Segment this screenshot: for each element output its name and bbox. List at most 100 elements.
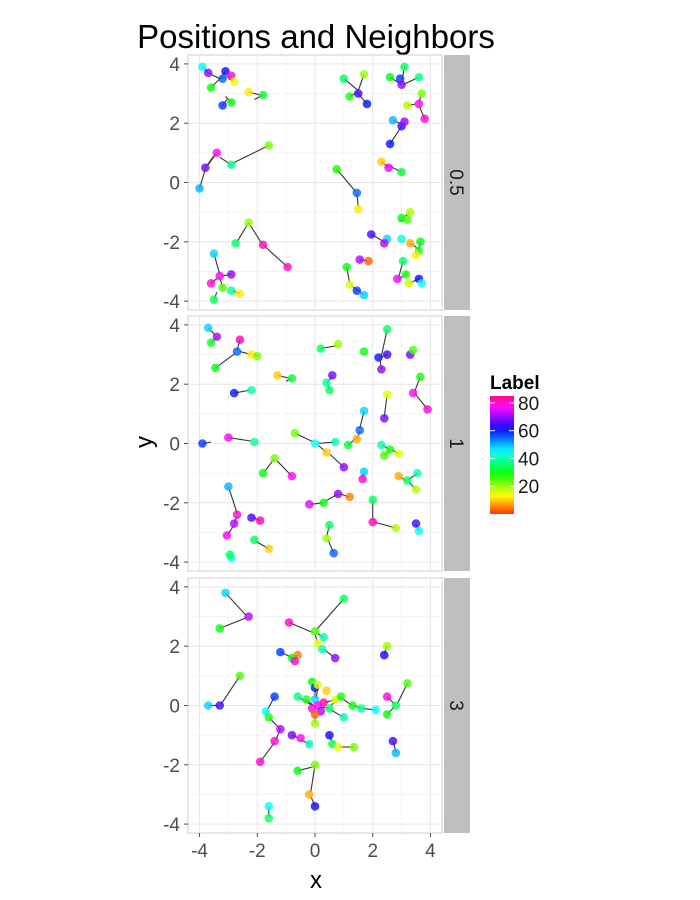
data-point <box>325 520 334 530</box>
data-point <box>310 760 320 770</box>
data-point <box>382 325 392 334</box>
data-point <box>325 385 334 395</box>
data-point <box>229 388 239 398</box>
data-point <box>332 164 341 174</box>
neighbor-segment <box>316 598 345 631</box>
neighbor-segment <box>380 329 388 357</box>
data-point <box>232 510 242 519</box>
data-point <box>356 704 366 713</box>
data-point <box>203 323 213 333</box>
data-point <box>287 730 297 740</box>
neighbor-segment <box>310 764 316 794</box>
data-point <box>403 476 412 485</box>
data-point <box>364 256 373 266</box>
data-point <box>359 467 369 476</box>
data-point <box>224 482 233 491</box>
data-point <box>391 748 401 758</box>
data-point <box>284 618 294 627</box>
y-tick-label: 2 <box>169 637 180 658</box>
data-point <box>339 74 349 84</box>
facet-strip <box>444 578 470 833</box>
data-point <box>411 519 421 528</box>
data-point <box>231 238 240 248</box>
data-point <box>310 718 320 728</box>
data-point <box>287 373 297 383</box>
data-point <box>232 347 242 356</box>
y-tick-label: 4 <box>169 55 180 76</box>
data-point <box>414 72 424 82</box>
data-point <box>411 250 421 260</box>
data-point <box>362 99 372 109</box>
data-point <box>206 279 216 288</box>
data-point <box>325 730 334 740</box>
x-tick-label: 2 <box>367 841 378 862</box>
data-point <box>423 405 432 414</box>
chart-title: Positions and Neighbors <box>137 18 495 55</box>
data-point <box>403 101 412 110</box>
data-point <box>325 704 334 713</box>
data-point <box>355 255 365 264</box>
data-point <box>359 406 369 416</box>
y-tick-label: 4 <box>169 578 180 599</box>
data-point <box>382 350 392 359</box>
data-point <box>290 428 300 438</box>
neighbor-segment <box>264 245 288 268</box>
data-point <box>379 650 389 660</box>
data-point <box>287 471 297 481</box>
data-point <box>366 230 376 239</box>
data-point <box>382 692 392 701</box>
data-point <box>283 262 292 272</box>
y-axis: -4 -2 0 2 4 -4 -2 0 2 4 -4 -2 0 2 4 <box>163 55 188 836</box>
data-point <box>258 240 268 250</box>
data-point <box>218 74 227 84</box>
x-tick-label: 0 <box>310 841 321 862</box>
data-point <box>250 437 259 447</box>
data-point <box>352 188 362 198</box>
data-point <box>235 671 245 681</box>
neighbor-segment <box>220 675 241 705</box>
data-point <box>343 440 353 450</box>
data-point <box>328 371 337 380</box>
facet-panel-1: 1 <box>187 315 470 572</box>
data-point <box>379 451 389 460</box>
data-point <box>333 489 343 499</box>
x-tick-label: -4 <box>191 841 208 862</box>
data-point <box>408 388 418 398</box>
data-point <box>244 87 253 97</box>
data-point <box>264 813 274 823</box>
data-point <box>400 62 409 72</box>
data-point <box>339 462 349 472</box>
data-point <box>258 90 268 100</box>
facet-strip-label: 1 <box>445 438 466 449</box>
data-point <box>345 492 354 502</box>
y-tick-label: -2 <box>163 756 180 777</box>
data-point <box>417 89 427 98</box>
data-point <box>333 742 343 752</box>
legend-break-label: 80 <box>518 394 539 415</box>
data-point <box>352 434 362 444</box>
data-point <box>420 114 429 124</box>
data-point <box>403 678 412 688</box>
data-point <box>416 372 425 382</box>
data-point <box>304 499 314 509</box>
data-point <box>358 474 367 484</box>
data-point <box>401 270 411 279</box>
data-point <box>203 68 213 78</box>
data-point <box>398 256 408 266</box>
legend-colorbar <box>490 396 514 514</box>
data-point <box>391 523 401 533</box>
data-point <box>235 289 245 298</box>
data-point <box>330 653 340 663</box>
data-point <box>225 550 235 559</box>
data-point <box>414 99 424 109</box>
data-point <box>394 471 404 481</box>
data-point <box>226 286 236 296</box>
y-tick-label: 4 <box>169 316 180 337</box>
data-point <box>247 513 256 522</box>
data-point <box>252 351 262 361</box>
data-point <box>302 695 311 704</box>
data-point <box>330 437 340 447</box>
data-point <box>345 92 354 101</box>
y-tick-label: 0 <box>169 174 180 195</box>
data-point <box>229 77 239 86</box>
